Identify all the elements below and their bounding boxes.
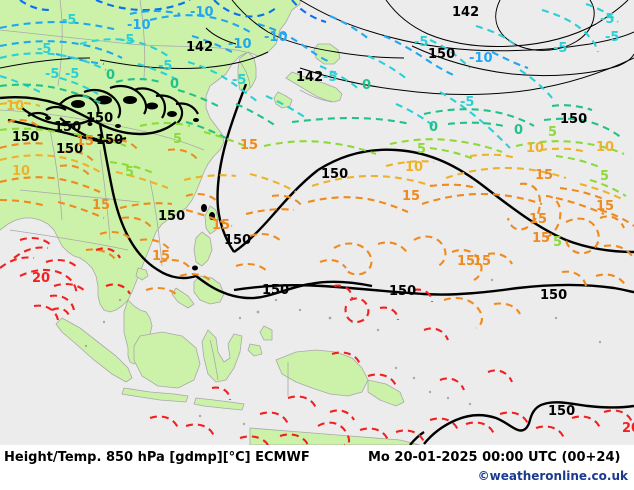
temperature-contour-layer bbox=[0, 0, 634, 445]
land-asia-mainland bbox=[0, 0, 301, 313]
height-contour-142-i bbox=[0, 57, 91, 69]
land-sumatra bbox=[55, 317, 133, 383]
height-contour-layer bbox=[0, 0, 634, 445]
land-hainan bbox=[135, 267, 149, 281]
height-contour-150-south-tail bbox=[409, 431, 425, 445]
height-contour-himalaya-blobs bbox=[45, 95, 215, 271]
height-contour-142-c bbox=[385, 0, 629, 47]
isotherm-10 bbox=[0, 101, 625, 201]
isotherm--5 bbox=[0, 3, 619, 149]
isotherm--10 bbox=[0, 9, 529, 77]
isotherm-5 bbox=[0, 121, 627, 197]
map-svg bbox=[0, 0, 634, 445]
footer-title: Height/Temp. 850 hPa [gdmp][°C] ECMWF bbox=[4, 450, 310, 465]
land-papua-east bbox=[367, 379, 405, 407]
isotherm-20 bbox=[0, 236, 633, 445]
height-contour-150-pacific bbox=[233, 283, 634, 296]
land-australia-north bbox=[249, 427, 421, 445]
land-borneo bbox=[133, 331, 201, 389]
land-java bbox=[121, 387, 189, 403]
height-contour-142-d bbox=[495, 0, 595, 51]
footer-copyright: ©weatheronline.co.uk bbox=[477, 469, 628, 483]
height-contour-150-sea bbox=[195, 275, 373, 300]
height-contour-142-h bbox=[299, 57, 634, 95]
height-contour-142-b bbox=[299, 0, 634, 52]
isotherm-15 bbox=[0, 118, 634, 329]
coastline-detail-layer bbox=[84, 278, 602, 426]
weather-map-canvas[interactable]: 142 142 142 150 150 150 150 150 150 150 150 150 150 1… bbox=[0, 0, 634, 445]
height-contour-150-main bbox=[317, 148, 634, 254]
land-philippines-mindanao bbox=[193, 275, 225, 305]
height-contour-150-himalaya2 bbox=[7, 118, 105, 144]
land-sunda bbox=[193, 397, 245, 411]
land-taiwan bbox=[204, 205, 219, 235]
height-contour-142-f bbox=[205, 27, 237, 45]
isotherm-0 bbox=[0, 77, 623, 139]
land-philippines-palawan bbox=[171, 287, 195, 309]
height-contour-150-scchina bbox=[98, 123, 197, 280]
land-moluccas bbox=[247, 343, 263, 357]
height-contour-150-himalaya4 bbox=[59, 117, 127, 143]
landmass-layer bbox=[0, 0, 421, 445]
land-japan-honshu bbox=[285, 71, 343, 103]
isotherm--15 bbox=[19, 0, 327, 24]
land-halmahera bbox=[259, 325, 273, 341]
height-contour-150-china bbox=[216, 83, 248, 253]
land-new-guinea bbox=[275, 349, 369, 397]
height-contour-150-left bbox=[233, 169, 319, 253]
land-philippines-luzon bbox=[193, 231, 213, 267]
land-japan-kyushu bbox=[273, 91, 293, 109]
height-contour-142-g bbox=[99, 51, 269, 70]
height-contour-150-south bbox=[423, 401, 634, 445]
footer-datetime: Mo 20-01-2025 00:00 UTC (00+24) bbox=[368, 450, 621, 465]
land-sulawesi bbox=[201, 329, 243, 383]
map-footer: Height/Temp. 850 hPa [gdmp][°C] ECMWF Mo… bbox=[0, 445, 634, 490]
